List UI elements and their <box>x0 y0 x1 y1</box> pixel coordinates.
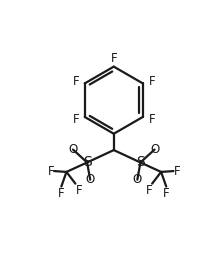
Text: O: O <box>85 173 95 186</box>
Text: F: F <box>48 165 54 178</box>
Text: O: O <box>133 173 142 186</box>
Text: F: F <box>58 187 65 199</box>
Text: F: F <box>173 165 180 178</box>
Text: F: F <box>75 184 82 197</box>
Text: F: F <box>149 75 155 88</box>
Text: S: S <box>136 156 145 170</box>
Text: F: F <box>163 187 170 199</box>
Text: S: S <box>83 156 91 170</box>
Text: F: F <box>145 184 152 197</box>
Text: F: F <box>149 112 155 126</box>
Text: F: F <box>72 112 79 126</box>
Text: F: F <box>72 75 79 88</box>
Text: O: O <box>68 143 78 156</box>
Text: O: O <box>150 143 159 156</box>
Text: F: F <box>111 52 117 65</box>
